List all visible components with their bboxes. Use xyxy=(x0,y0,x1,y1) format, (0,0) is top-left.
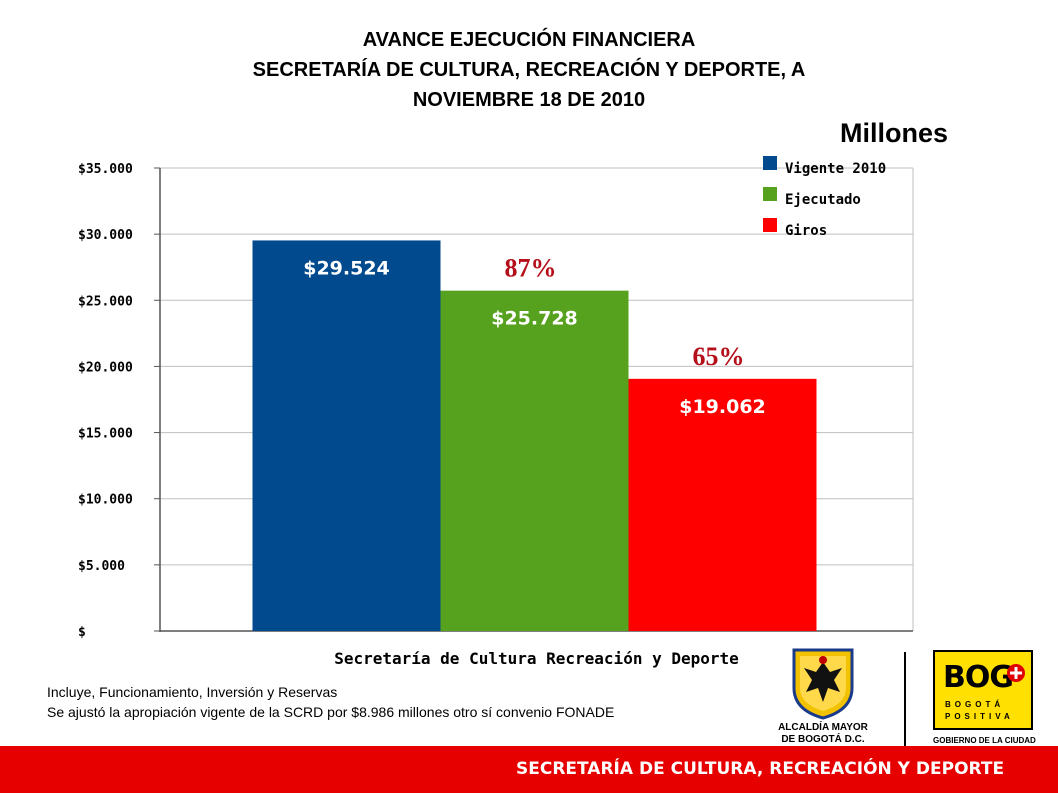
plus-circle-icon xyxy=(1007,664,1025,682)
y-tick-label: $5.000 xyxy=(78,559,125,574)
legend-label: Giros xyxy=(785,223,827,239)
bogota-logo-line-2: POSITIVA xyxy=(945,712,1014,721)
logo-divider xyxy=(904,652,906,746)
y-tick-label: $20.000 xyxy=(78,360,133,375)
legend-label: Vigente 2010 xyxy=(785,161,886,177)
legend-swatch xyxy=(763,187,777,201)
bogota-positiva-logo: BOG BOGOTÁ POSITIVA GOBIERNO DE LA CIUDA… xyxy=(933,650,1036,746)
bar-2 xyxy=(440,290,629,631)
y-tick-label: $30.000 xyxy=(78,228,133,243)
footer-text: SECRETARÍA DE CULTURA, RECREACIÓN Y DEPO… xyxy=(516,759,1005,779)
alcaldia-line-1: ALCALDÍA MAYOR xyxy=(778,722,868,733)
bogota-logo-line-1: BOGOTÁ xyxy=(945,700,1005,709)
units-label: Millones xyxy=(840,118,949,148)
y-tick-label: $35.000 xyxy=(78,162,133,177)
bars: $29.524 $25.728 87% $19.062 65% xyxy=(252,240,817,632)
alcaldia-logo: ALCALDÍA MAYOR DE BOGOTÁ D.C. xyxy=(765,648,881,746)
legend: Vigente 2010 Ejecutado Giros xyxy=(763,156,886,239)
y-tick-label: $ xyxy=(78,625,86,640)
bogota-logo-word: BOG xyxy=(943,660,1014,695)
y-tick-label: $25.000 xyxy=(78,294,133,309)
chart-title: AVANCE EJECUCIÓN FINANCIERA SECRETARÍA D… xyxy=(0,25,1058,115)
legend-swatch xyxy=(763,218,777,232)
bar-1 xyxy=(252,240,441,632)
bogota-logo-caption: GOBIERNO DE LA CIUDAD xyxy=(933,736,1036,745)
footer-bar: SECRETARÍA DE CULTURA, RECREACIÓN Y DEPO… xyxy=(0,746,1058,793)
title-line-2: SECRETARÍA DE CULTURA, RECREACIÓN Y DEPO… xyxy=(252,59,806,81)
legend-swatch xyxy=(763,156,777,170)
coat-of-arms-icon xyxy=(792,648,854,720)
title-line-1: AVANCE EJECUCIÓN FINANCIERA xyxy=(362,29,696,51)
y-tick-label: $10.000 xyxy=(78,493,133,508)
note-line-2: Se ajustó la apropiación vigente de la S… xyxy=(47,704,615,720)
footnotes: Incluye, Funcionamiento, Inversión y Res… xyxy=(47,682,747,722)
legend-label: Ejecutado xyxy=(785,192,861,208)
y-tick-label: $15.000 xyxy=(78,427,133,442)
bogota-logo-box: BOG BOGOTÁ POSITIVA xyxy=(933,650,1033,730)
bar-value-label: $29.524 xyxy=(303,257,390,279)
bar-chart: $ $5.000 $10.000 $15.000 $20.000 $25.000 $30.0… xyxy=(78,156,914,668)
bar-value-label: $19.062 xyxy=(679,396,766,418)
title-line-3: NOVIEMBRE 18 DE 2010 xyxy=(412,89,646,111)
x-axis-label: Secretaría de Cultura Recreación y Depor… xyxy=(334,649,739,668)
y-axis-ticks: $ $5.000 $10.000 $15.000 $20.000 $25.000 $30.0… xyxy=(78,162,160,640)
percent-label: 65% xyxy=(693,342,745,371)
alcaldia-line-2: DE BOGOTÁ D.C. xyxy=(781,734,865,745)
bar-value-label: $25.728 xyxy=(491,308,578,330)
note-line-1: Incluye, Funcionamiento, Inversión y Res… xyxy=(47,684,338,700)
bar-3 xyxy=(628,378,817,631)
percent-label: 87% xyxy=(505,254,557,283)
